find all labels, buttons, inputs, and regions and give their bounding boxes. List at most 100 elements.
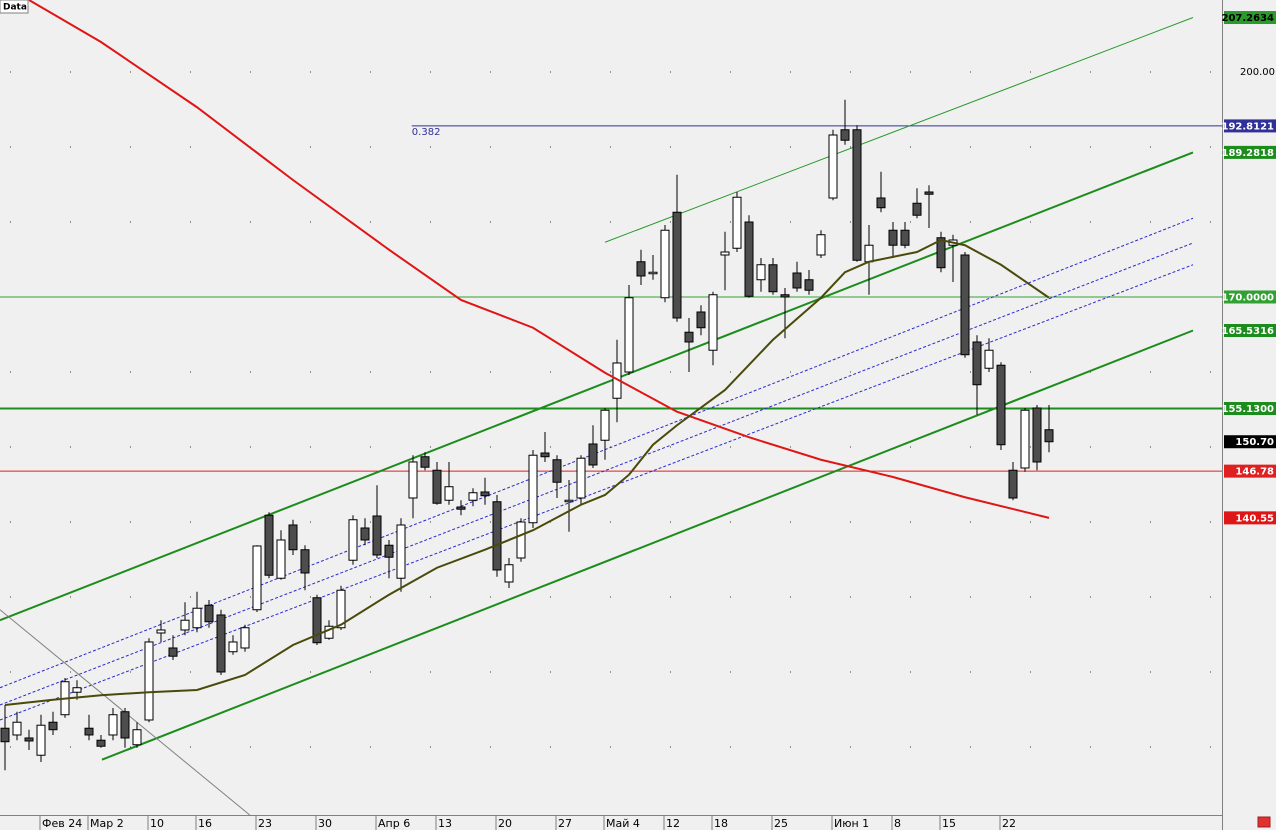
price-label-box <box>1224 119 1276 133</box>
price-label: 140.55 <box>1235 513 1274 524</box>
price-label: 207.2634 <box>1221 13 1274 24</box>
trend-line <box>0 151 1194 622</box>
candle-body <box>792 272 802 289</box>
candle-body <box>300 549 310 574</box>
candle-body <box>360 527 370 541</box>
candle-body <box>864 244 874 263</box>
candle-body <box>156 629 166 634</box>
x-tick-label: 23 <box>258 817 272 830</box>
candle-body <box>396 524 406 579</box>
candle-body <box>684 331 694 343</box>
candle-body <box>960 254 970 356</box>
candle-body <box>240 627 250 649</box>
candle-body <box>192 607 202 629</box>
candle-body <box>840 129 850 141</box>
candle-body <box>468 492 478 501</box>
x-tick-label: 10 <box>150 817 164 830</box>
candle-body <box>552 459 562 483</box>
candle-body <box>168 647 178 657</box>
candle-body <box>600 409 610 441</box>
price-label: 155.1300 <box>1221 404 1274 415</box>
candle-body <box>288 524 298 551</box>
candle-body <box>216 614 226 673</box>
trend-line <box>101 329 1194 761</box>
candle-body <box>888 229 898 246</box>
price-label: 170.0000 <box>1221 292 1274 303</box>
price-label-box <box>1224 324 1276 338</box>
label-box <box>0 0 29 14</box>
candle-body <box>648 271 658 275</box>
price-label: 192.8121 <box>1221 121 1274 132</box>
candle-body <box>12 721 22 736</box>
candle-body <box>912 202 922 216</box>
candle-body <box>84 727 94 736</box>
price-label-box <box>1224 290 1276 304</box>
candle-body <box>900 229 910 246</box>
candle-body <box>252 545 262 611</box>
candle-body <box>1044 429 1054 443</box>
candle-body <box>540 452 550 458</box>
candle-body <box>0 727 10 743</box>
x-tick-label: Мар 2 <box>90 817 124 830</box>
price-label-box <box>1224 511 1276 525</box>
candle-body <box>384 544 394 558</box>
candle-body <box>816 234 826 256</box>
candle-body <box>432 469 442 504</box>
price-label: 150.70 <box>1235 437 1274 448</box>
trend-line <box>604 17 1194 243</box>
candle-body <box>480 491 490 497</box>
candle-body <box>696 311 706 329</box>
candle-body <box>1008 469 1018 499</box>
x-tick-label: 16 <box>198 817 212 830</box>
candle-body <box>528 454 538 524</box>
candle-body <box>1032 407 1042 463</box>
candle-body <box>732 196 742 249</box>
candle-body <box>660 229 670 299</box>
candle-body <box>516 521 526 559</box>
candle-body <box>132 729 142 746</box>
candle-body <box>48 721 58 731</box>
price-label-box <box>1224 145 1276 159</box>
x-tick-label: Фев 24 <box>42 817 82 830</box>
candle-body <box>936 237 946 269</box>
candle-body <box>744 221 754 297</box>
plot-area: 0.382 <box>0 0 1222 815</box>
trend-line <box>0 264 1194 721</box>
candle-body <box>720 251 730 256</box>
level-text: 0.382 <box>412 127 441 138</box>
candle-body <box>996 364 1006 446</box>
candle-body <box>636 261 646 277</box>
x-tick-label: Май 4 <box>606 817 640 830</box>
candle-body <box>120 711 130 739</box>
price-label-box <box>1224 402 1276 416</box>
candle-body <box>228 641 238 653</box>
price-label-box <box>1224 11 1276 25</box>
candle-body <box>768 264 778 293</box>
candle-body <box>72 687 82 693</box>
candle-body <box>408 461 418 499</box>
x-tick-label: Июн 1 <box>834 817 869 830</box>
candle-body <box>492 501 502 571</box>
candle-body <box>828 134 838 199</box>
candle-body <box>852 129 862 261</box>
candle-body <box>276 539 286 579</box>
x-tick-label: 12 <box>666 817 680 830</box>
candle-body <box>36 724 46 756</box>
price-label: 189.2818 <box>1221 148 1274 159</box>
x-tick-label: 18 <box>714 817 728 830</box>
candle-body <box>876 197 886 209</box>
candle-body <box>804 279 814 291</box>
candle-body <box>672 211 682 319</box>
candle-body <box>264 514 274 576</box>
candle-body <box>348 519 358 561</box>
x-tick-label: 8 <box>894 817 901 830</box>
trend-line <box>0 242 1194 706</box>
candle-body <box>972 341 982 386</box>
candle-body <box>576 457 586 499</box>
candle-body <box>984 349 994 369</box>
candle-body <box>564 499 574 503</box>
candle-body <box>924 191 934 195</box>
candle-body <box>96 739 106 747</box>
